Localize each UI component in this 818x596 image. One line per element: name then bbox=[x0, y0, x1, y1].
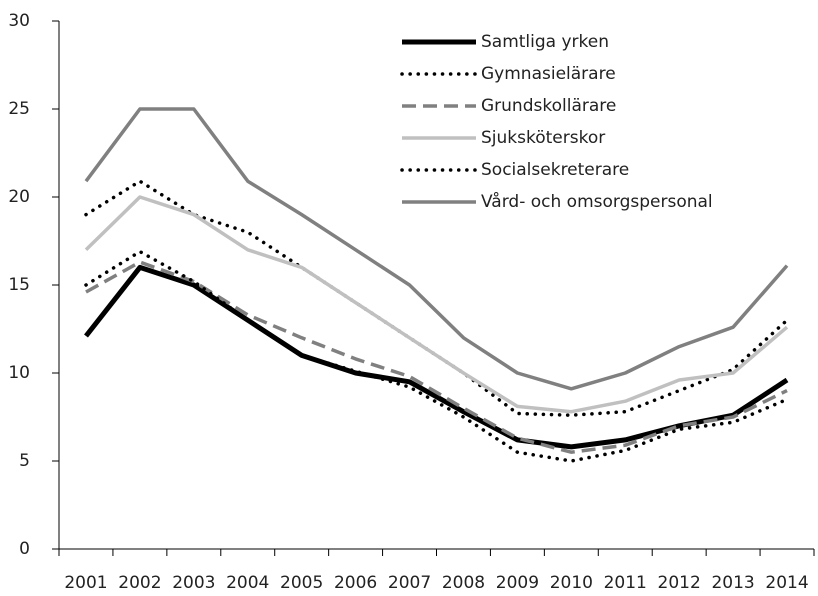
y-tick-label: 15 bbox=[8, 275, 30, 295]
series-line bbox=[84, 249, 789, 463]
x-tick-label: 2011 bbox=[604, 573, 647, 593]
series-line bbox=[84, 107, 789, 391]
x-tick-label: 2004 bbox=[226, 573, 269, 593]
y-tick-label: 10 bbox=[8, 363, 30, 383]
x-tick-label: 2005 bbox=[280, 573, 323, 593]
x-tick-label: 2001 bbox=[64, 573, 107, 593]
y-tick-label: 5 bbox=[19, 451, 30, 471]
x-tick-label: 2008 bbox=[442, 573, 485, 593]
x-tick-label: 2003 bbox=[172, 573, 215, 593]
legend-label: Samtliga yrken bbox=[481, 32, 609, 52]
legend-label: Sjuksköterskor bbox=[481, 128, 605, 148]
y-tick-label: 30 bbox=[8, 11, 30, 31]
x-tick-label: 2014 bbox=[765, 573, 808, 593]
x-tick-label: 2006 bbox=[334, 573, 377, 593]
series-line bbox=[84, 195, 789, 414]
y-tick-label: 0 bbox=[19, 539, 30, 559]
series-line bbox=[85, 260, 788, 454]
x-tick-label: 2002 bbox=[118, 573, 161, 593]
y-tick-label: 25 bbox=[8, 99, 30, 119]
legend-label: Socialsekreterare bbox=[481, 160, 629, 180]
y-tick-label: 20 bbox=[8, 187, 30, 207]
series-line bbox=[84, 179, 789, 417]
x-tick-label: 2009 bbox=[496, 573, 539, 593]
legend-label: Vård- och omsorgspersonal bbox=[481, 191, 713, 212]
x-tick-label: 2012 bbox=[658, 573, 701, 593]
legend-label: Grundskollärare bbox=[481, 96, 616, 116]
legend-label: Gymnasielärare bbox=[481, 64, 616, 84]
x-tick-label: 2010 bbox=[550, 573, 593, 593]
x-tick-label: 2013 bbox=[711, 573, 754, 593]
x-tick-label: 2007 bbox=[388, 573, 431, 593]
